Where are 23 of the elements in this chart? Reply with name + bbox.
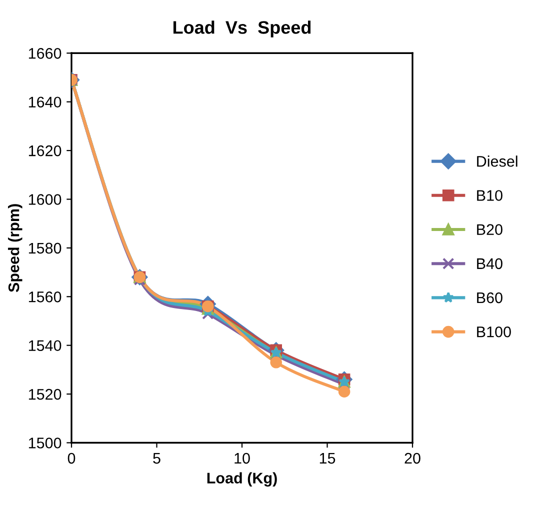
y-tick-label: 1500 [28, 438, 62, 448]
legend-label: B60 [477, 292, 502, 304]
y-tick-label: 1540 [28, 340, 62, 352]
x-tick-label: 15 [320, 453, 336, 464]
y-tick-label: 1660 [28, 48, 62, 59]
x-axis-title: Load (Kg) [207, 472, 277, 487]
chart-title: Load Vs Speed [173, 20, 311, 38]
legend-label: B100 [477, 326, 511, 338]
y-tick-label: 1580 [28, 242, 62, 254]
y-tick-label: 1640 [28, 96, 62, 108]
y-tick-label: 1520 [28, 388, 62, 400]
x-tick-label: 10 [234, 452, 250, 464]
y-tick-label: 1600 [28, 194, 62, 205]
x-tick-label: 20 [404, 452, 420, 464]
legend-label: Diesel [477, 156, 518, 167]
y-tick-label: 1620 [28, 145, 62, 156]
x-tick-label: 0 [68, 452, 76, 464]
legend-label: B20 [477, 224, 502, 235]
legend-label: B10 [477, 190, 502, 201]
y-tick-label: 1560 [28, 292, 62, 302]
legend-label: B40 [477, 258, 502, 270]
y-axis-title: Speed (rpm) [8, 204, 22, 292]
x-tick-label: 5 [153, 453, 160, 464]
